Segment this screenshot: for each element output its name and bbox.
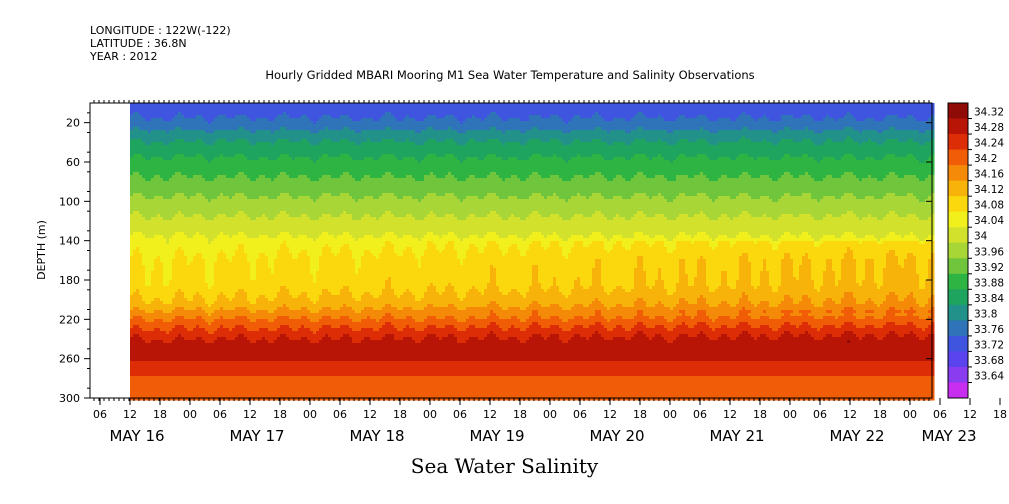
- heatmap-field: [130, 103, 935, 401]
